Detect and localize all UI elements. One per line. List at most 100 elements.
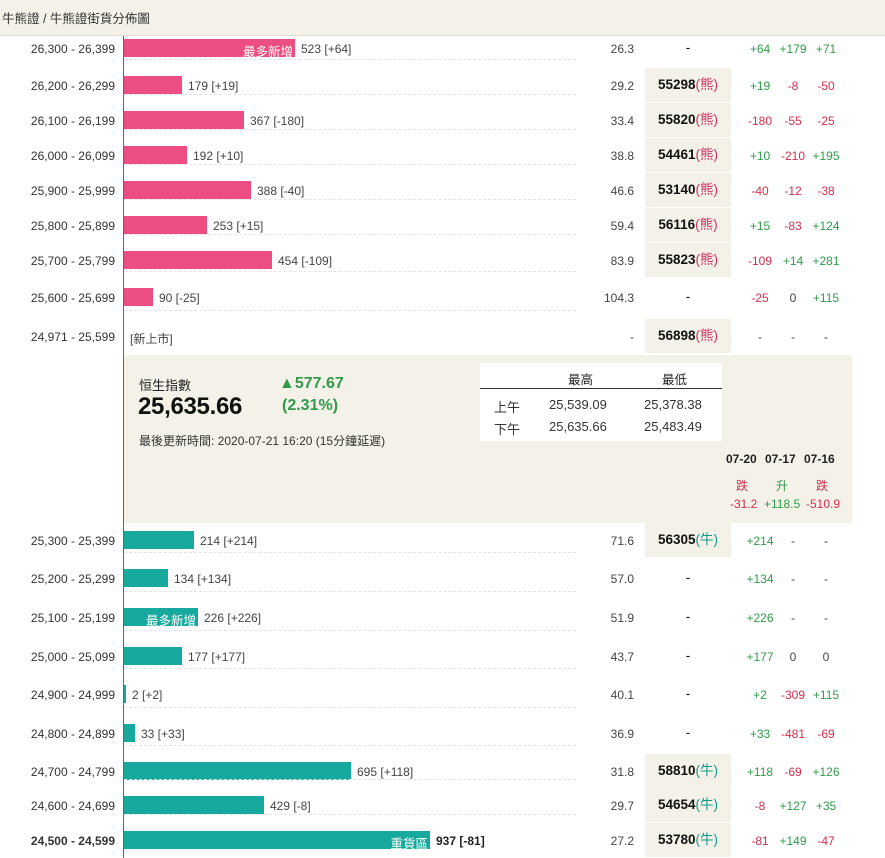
price-range: 24,700 - 24,799 <box>30 765 115 779</box>
row-divider <box>124 707 576 708</box>
table-row[interactable]: 24,600 - 24,699 429 [-8] 29.7 54654(牛) -8 +12… <box>0 779 885 822</box>
daily-change: -25 <box>751 291 769 305</box>
daily-change: +14 <box>782 254 804 268</box>
warrant-code: - <box>645 280 731 314</box>
daily-change: - <box>824 611 828 625</box>
warrant-type: (熊) <box>695 77 719 92</box>
table-row[interactable]: 24,800 - 24,899 33 [+33] 36.9 - +33 -481 -69 <box>0 707 885 744</box>
am-low: 25,378.38 <box>644 397 702 412</box>
warrant-code[interactable]: 56116(熊) <box>645 208 731 242</box>
price-range: 24,900 - 24,999 <box>30 688 115 702</box>
table-row[interactable]: 24,500 - 24,599 重貨區 937 [-81] 27.2 53780(牛) -… <box>0 814 885 857</box>
price-range: 25,300 - 25,399 <box>30 534 115 548</box>
price-range: 26,000 - 26,099 <box>30 149 115 163</box>
daily-change: +118 <box>746 765 774 779</box>
bear-bar[interactable]: 最多新增 <box>124 39 295 59</box>
table-row[interactable]: 25,700 - 25,799 454 [-109] 83.9 55823(熊) -10… <box>0 234 885 277</box>
warrant-code[interactable]: 54461(熊) <box>645 138 731 172</box>
last-updated: 最後更新時間: 2020-07-21 16:20 (15分鐘延遲) <box>139 434 386 448</box>
warrant-code[interactable]: 53140(熊) <box>645 173 731 207</box>
table-row[interactable]: 25,800 - 25,899 253 [+15] 59.4 56116(熊) +15-… <box>0 199 885 242</box>
daily-change: - <box>791 572 795 586</box>
table-row[interactable]: 25,600 - 25,699 90 [-25] 104.3 - -25 0 +115 <box>0 271 885 308</box>
table-row[interactable]: 24,900 - 24,999 2 [+2] 40.1 - +2 -309 +115 <box>0 668 885 705</box>
warrant-code[interactable]: 54654(牛) <box>645 788 731 822</box>
low-header: 最低 <box>662 373 688 387</box>
table-row[interactable]: 24,700 - 24,799 695 [+118] 31.8 58810(牛) +11… <box>0 745 885 788</box>
daily-change: +134 <box>746 572 774 586</box>
history-total: +118.5 <box>764 497 801 511</box>
outstanding-quantity: 454 [-109] <box>278 254 333 268</box>
row-divider <box>124 630 576 631</box>
warrant-code[interactable]: 55298(熊) <box>645 68 731 102</box>
breadcrumb[interactable]: 牛熊證 / 牛熊證街貨分佈圖 <box>2 12 150 26</box>
daily-change: +226 <box>746 611 774 625</box>
warrant-code: - <box>645 600 731 634</box>
daily-change: - <box>758 330 762 344</box>
history-date: 07-17 <box>765 452 796 466</box>
high-low-table: 最高 最低 上午 25,539.09 25,378.38 下午 25,635.6… <box>480 363 722 441</box>
bull-bar[interactable]: 最多新增 <box>124 608 198 628</box>
warrant-code-number: - <box>685 40 691 55</box>
table-row[interactable]: 25,900 - 25,999 388 [-40] 46.6 53140(熊) -40 -… <box>0 164 885 207</box>
price-range: 25,000 - 25,099 <box>30 650 115 664</box>
table-row[interactable]: 26,100 - 26,199 367 [-180] 33.4 55820(熊) -18… <box>0 94 885 137</box>
header-divider <box>480 388 722 389</box>
bull-bar[interactable] <box>124 796 264 814</box>
outstanding-quantity: 192 [+10] <box>193 149 244 163</box>
bull-bar[interactable]: 重貨區 <box>124 831 430 851</box>
bear-bar[interactable] <box>124 146 187 164</box>
row-divider <box>124 668 576 669</box>
bull-bar[interactable] <box>124 531 194 549</box>
table-row[interactable]: 25,000 - 25,099 177 [+177] 43.7 - +177 0 0 <box>0 630 885 667</box>
bull-bar[interactable] <box>124 762 351 780</box>
bear-bar[interactable] <box>124 251 272 269</box>
daily-change: -180 <box>747 114 773 128</box>
warrant-type: (熊) <box>695 252 719 267</box>
ratio-value: 104.3 <box>603 291 634 305</box>
bear-bar[interactable] <box>124 216 207 234</box>
warrant-code: - <box>645 716 731 750</box>
warrant-code[interactable]: 55820(熊) <box>645 103 731 137</box>
ratio-value: 57.0 <box>610 572 634 586</box>
table-row[interactable]: 26,300 - 26,399 最多新增 523 [+64] 26.3 - +64 +179… <box>0 39 885 59</box>
bull-bar[interactable] <box>124 685 126 703</box>
table-row[interactable]: 26,000 - 26,099 192 [+10] 38.8 54461(熊) +10-… <box>0 129 885 172</box>
bear-bar[interactable] <box>124 76 182 94</box>
bear-bar[interactable] <box>124 288 153 306</box>
ratio-value: 33.4 <box>610 114 634 128</box>
ratio-value: 83.9 <box>610 254 634 268</box>
table-row[interactable]: 24,971 - 25,599 [新上市] -56898(熊) - - - <box>0 310 885 353</box>
warrant-code[interactable]: 56305(牛) <box>645 523 731 557</box>
bar-tag: 重貨區 <box>390 837 428 851</box>
warrant-code[interactable]: 55823(熊) <box>645 243 731 277</box>
bear-bar[interactable] <box>124 181 251 199</box>
row-divider <box>124 779 576 780</box>
daily-change: 0 <box>789 650 797 664</box>
bear-bar[interactable] <box>124 111 244 129</box>
high-header: 最高 <box>568 373 594 387</box>
warrant-code[interactable]: 58810(牛) <box>645 754 731 788</box>
table-row[interactable]: 25,100 - 25,199 最多新增 226 [+226] 51.9 - +226 - - <box>0 591 885 628</box>
daily-change: +19 <box>749 79 771 93</box>
warrant-code-number: 54654 <box>657 797 696 812</box>
warrant-code-number: 53140 <box>657 182 696 197</box>
warrant-code: - <box>645 639 731 673</box>
table-row[interactable]: 25,200 - 25,299 134 [+134] 57.0 - +134 - - <box>0 552 885 589</box>
warrant-code-number: - <box>685 609 691 624</box>
bull-bar[interactable] <box>124 647 182 665</box>
ratio-value: 46.6 <box>610 184 634 198</box>
bull-bar[interactable] <box>124 724 135 742</box>
price-range: 24,600 - 24,699 <box>30 799 115 813</box>
table-row[interactable]: 26,200 - 26,299 179 [+19] 29.2 55298(熊) +19 -… <box>0 59 885 102</box>
daily-change: +71 <box>815 42 837 56</box>
outstanding-quantity: 429 [-8] <box>270 799 311 813</box>
table-row[interactable]: 25,300 - 25,399 214 [+214] 71.6 56305(牛) +21… <box>0 523 885 557</box>
warrant-type: (牛) <box>695 532 719 547</box>
ratio-value: 40.1 <box>610 688 634 702</box>
warrant-code[interactable]: 53780(牛) <box>645 823 731 857</box>
daily-change: -25 <box>817 114 835 128</box>
bull-bar[interactable] <box>124 569 168 587</box>
warrant-type: (熊) <box>695 147 719 162</box>
warrant-code[interactable]: 56898(熊) <box>645 319 731 353</box>
